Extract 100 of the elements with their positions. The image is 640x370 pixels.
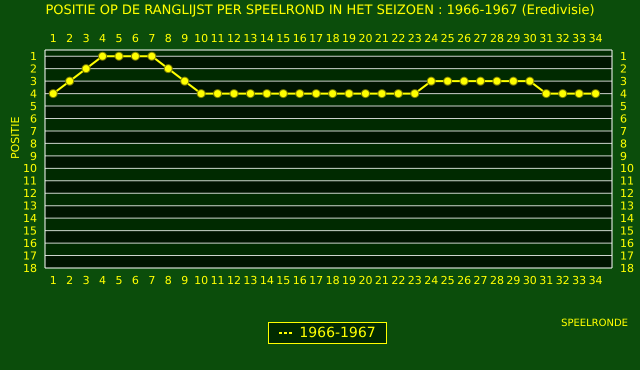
- x2-tick-label: 6: [132, 274, 139, 287]
- point: [278, 89, 288, 98]
- x-tick-label: 24: [424, 32, 438, 45]
- chart-title: POSITIE OP DE RANGLIJST PER SPEELROND IN HET SEIZOEN : 1966-1967 (Eredivisie): [44, 3, 596, 18]
- x2-tick-label: 24: [424, 274, 438, 287]
- y-tick-label: 4: [30, 88, 37, 101]
- y2-tick-label: 4: [620, 88, 627, 101]
- y2-tick-label: 10: [620, 162, 634, 176]
- point: [295, 89, 304, 98]
- x-tick-label: 23: [408, 32, 422, 45]
- x2-tick-label: 33: [572, 274, 586, 287]
- point: [82, 64, 91, 74]
- x2-tick-label: 17: [309, 274, 324, 287]
- x-tick-label: 20: [358, 32, 372, 45]
- point: [130, 52, 140, 61]
- y2-tick-label: 2: [620, 62, 627, 76]
- x2-tick-label: 20: [358, 274, 372, 287]
- point: [180, 76, 190, 86]
- x2-tick-label: 25: [440, 274, 455, 287]
- y-axis-title: POSITIE: [8, 116, 22, 159]
- x-tick-label: 30: [522, 32, 537, 45]
- x-tick-label: 29: [506, 32, 520, 45]
- x2-tick-label: 4: [99, 274, 106, 287]
- x2-tick-label: 30: [522, 274, 537, 287]
- x-tick-label: 5: [115, 32, 122, 45]
- x2-tick-label: 10: [194, 274, 208, 287]
- x-tick-label: 28: [490, 32, 504, 45]
- y-tick-label: 12: [23, 187, 37, 200]
- x2-tick-label: 15: [276, 274, 290, 287]
- x-tick-label: 9: [181, 32, 188, 45]
- y2-tick-label: 17: [620, 249, 634, 262]
- x2-tick-label: 19: [342, 274, 356, 287]
- point: [394, 89, 403, 98]
- x-tick-label: 11: [210, 32, 225, 45]
- x2-tick-label: 5: [115, 274, 122, 287]
- x2-tick-label: 21: [374, 274, 389, 287]
- y-tick-label: 13: [23, 200, 37, 213]
- y-tick-label: 14: [23, 212, 37, 226]
- y-tick-label: 2: [30, 62, 37, 76]
- x-tick-label: 1: [50, 32, 57, 45]
- point: [426, 76, 436, 86]
- point: [460, 76, 469, 86]
- x2-tick-label: 2: [66, 274, 74, 287]
- x2-tick-label: 1: [50, 274, 57, 287]
- x2-tick-label: 7: [148, 274, 156, 287]
- y2-tick-label: 8: [620, 137, 627, 150]
- x2-tick-label: 12: [227, 274, 241, 287]
- x2-tick-label: 23: [408, 274, 422, 287]
- y-tick-label: 3: [30, 75, 37, 88]
- point: [328, 89, 338, 98]
- y-tick-label: 10: [23, 162, 37, 176]
- x-tick-label: 15: [276, 32, 290, 45]
- x-tick-label: 14: [260, 32, 274, 45]
- x-axis-title: SPEELRONDE: [561, 318, 628, 329]
- y-tick-label: 1: [30, 50, 37, 64]
- x-tick-label: 12: [227, 32, 241, 45]
- point: [262, 89, 272, 98]
- point: [230, 89, 238, 98]
- y2-tick-label: 6: [620, 112, 627, 126]
- legend-label: 1966-1967: [299, 325, 376, 341]
- point: [492, 76, 502, 86]
- y2-tick-label: 7: [620, 124, 627, 138]
- x-tick-label: 34: [588, 32, 603, 45]
- y2-tick-label: 14: [620, 212, 634, 226]
- y-tick-label: 8: [30, 137, 37, 150]
- y-tick-label: 6: [30, 112, 37, 126]
- x2-tick-label: 28: [490, 274, 504, 287]
- x2-tick-label: 31: [539, 274, 554, 287]
- x2-tick-label: 34: [588, 274, 603, 287]
- x-tick-label: 7: [148, 32, 156, 45]
- x2-tick-label: 13: [243, 274, 258, 287]
- y-tick-label: 15: [23, 224, 37, 238]
- point: [443, 76, 452, 86]
- y-tick-label: 7: [30, 124, 37, 138]
- y-tick-label: 16: [23, 236, 37, 250]
- x2-tick-label: 9: [181, 274, 188, 287]
- x2-tick-label: 3: [82, 274, 90, 287]
- y2-tick-label: 3: [620, 75, 627, 88]
- x-tick-label: 32: [556, 32, 570, 45]
- point: [344, 89, 354, 98]
- y-tick-label: 18: [23, 262, 37, 275]
- x2-tick-label: 26: [457, 274, 472, 287]
- x-tick-label: 6: [132, 32, 139, 45]
- y2-tick-label: 11: [620, 174, 634, 188]
- y-tick-label: 11: [23, 174, 37, 188]
- y2-tick-label: 15: [620, 224, 634, 238]
- point: [410, 89, 420, 98]
- x2-tick-label: 8: [164, 274, 172, 287]
- x-tick-label: 2: [66, 32, 74, 45]
- x2-tick-label: 16: [292, 274, 307, 287]
- point: [525, 76, 534, 86]
- point: [508, 76, 518, 86]
- y-tick-label: 5: [30, 100, 37, 113]
- x2-tick-label: 22: [391, 274, 406, 287]
- x2-tick-label: 29: [506, 274, 520, 287]
- y2-tick-label: 13: [620, 200, 634, 213]
- x-tick-label: 3: [82, 32, 90, 45]
- y-tick-label: 17: [23, 249, 37, 262]
- point: [312, 89, 321, 98]
- x-tick-label: 26: [457, 32, 472, 45]
